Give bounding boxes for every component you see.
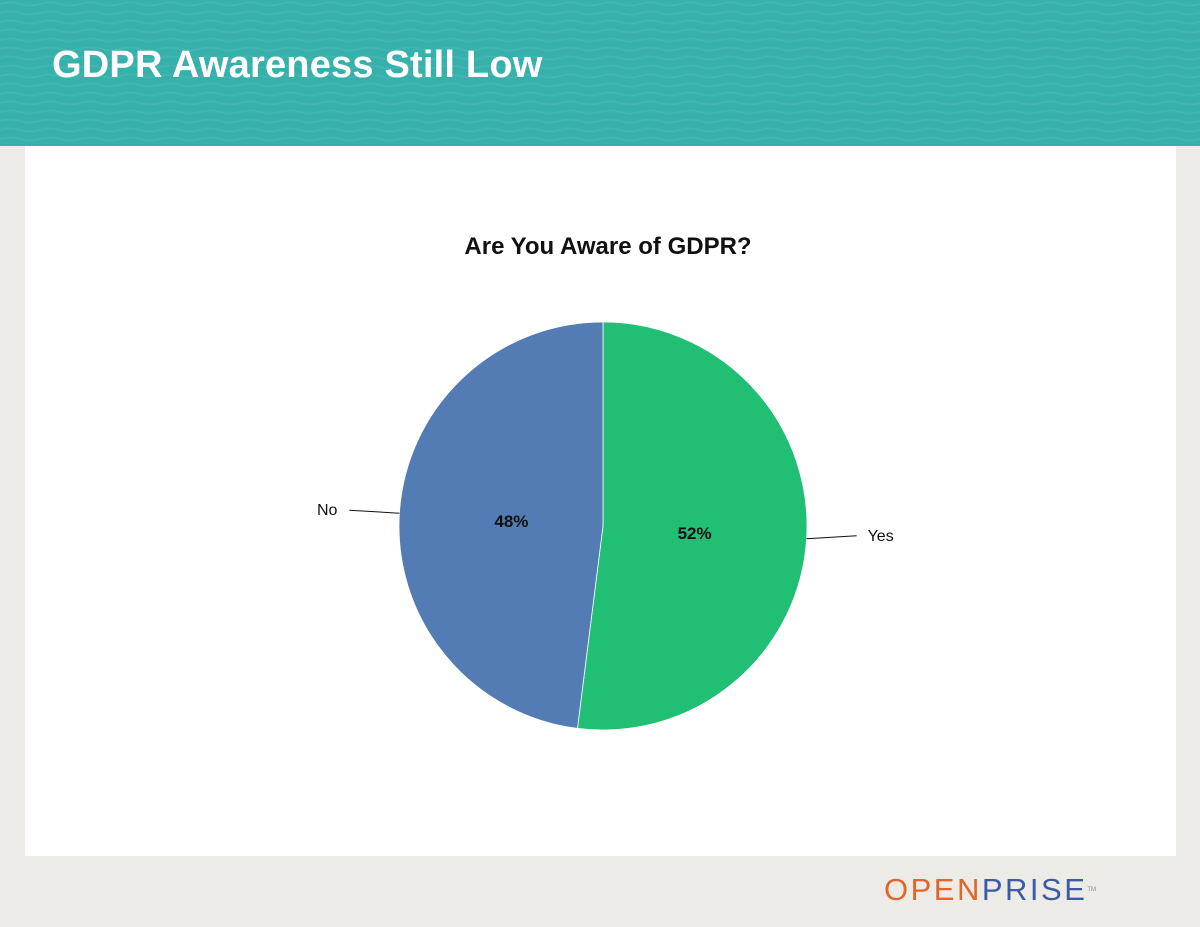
openprise-logo: OPENPRISETM — [884, 872, 1096, 908]
slice-value-label: 52% — [678, 524, 712, 543]
logo-trademark: TM — [1087, 887, 1097, 893]
chart-title: Are You Aware of GDPR? — [464, 233, 751, 260]
logo-open-text: OPEN — [884, 872, 982, 907]
pie-slice-no — [398, 321, 604, 729]
leader-line — [806, 535, 857, 540]
logo-prise-text: PRISE — [981, 872, 1088, 907]
content-panel: Are You Aware of GDPR? 52% Yes 48% No — [25, 146, 1176, 856]
title-banner: GDPR Awareness Still Low — [0, 0, 1200, 146]
slice-value-label: 48% — [494, 512, 528, 531]
category-label: Yes — [868, 528, 894, 545]
wave-pattern — [0, 1, 1200, 142]
pie-chart: Are You Aware of GDPR? 52% Yes 48% No — [317, 233, 894, 731]
leader-line — [349, 509, 400, 514]
category-label: No — [317, 502, 338, 519]
slide-title: GDPR Awareness Still Low — [52, 44, 543, 86]
